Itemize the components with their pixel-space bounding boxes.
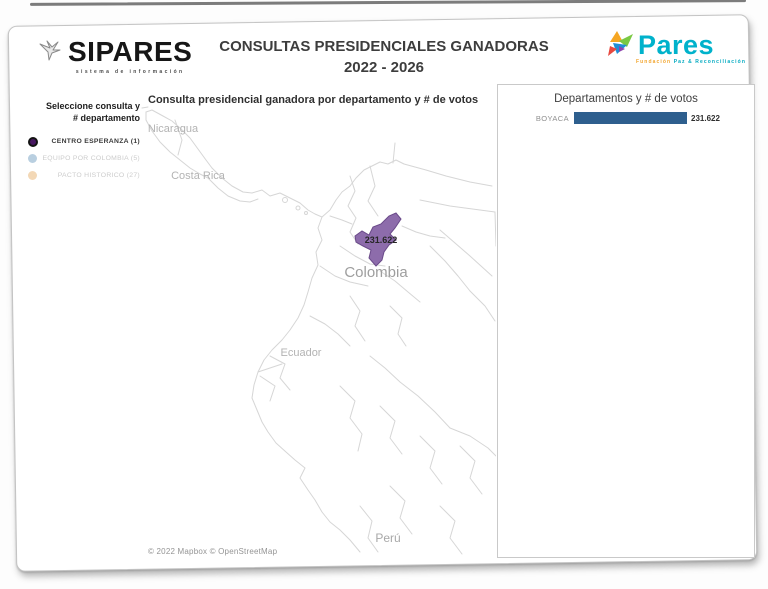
bar-boyaca[interactable] <box>574 112 687 124</box>
legend-item-equipo-por-colombia[interactable]: EQUIPO POR COLOMBIA (5) <box>22 150 140 167</box>
legend-dot-pacto-historico <box>28 171 37 180</box>
legend-label: PACTO HISTORICO (27) <box>57 172 140 179</box>
sipares-wordmark: SIPARES <box>68 36 193 67</box>
bar-row-boyaca[interactable]: BOYACA 231.622 <box>498 112 754 124</box>
legend-title-line1: Seleccione consulta y <box>45 101 140 111</box>
map-borders <box>141 106 497 555</box>
map-region-value: 231.622 <box>365 235 398 245</box>
legend-title-line2: # departamento <box>72 113 140 123</box>
legend-label: CENTRO ESPERANZA (1) <box>51 138 140 145</box>
map-title: Consulta presidencial ganadora por depar… <box>148 94 479 106</box>
legend-label: EQUIPO POR COLOMBIA (5) <box>42 155 140 162</box>
bar-value-label: 231.622 <box>691 113 720 123</box>
pares-tagline-paz: Paz & Reconciliación <box>673 59 746 65</box>
map-label-ecuador: Ecuador <box>281 347 322 359</box>
sipares-tagline: sistema de información <box>75 69 185 75</box>
map-label-nicaragua: Nicaragua <box>148 123 199 135</box>
pares-bird-icon <box>608 31 633 56</box>
map-label-costa-rica: Costa Rica <box>171 170 226 182</box>
map-region-boyaca[interactable] <box>354 212 402 267</box>
sipares-bird-icon <box>39 40 61 61</box>
pares-tagline-fundacion: Fundación <box>636 59 672 65</box>
legend-title: Seleccione consulta y # departamento <box>22 100 140 124</box>
bar-category-label: BOYACA <box>535 113 569 123</box>
legend-item-pacto-historico[interactable]: PACTO HISTORICO (27) <box>22 167 140 184</box>
legend-dot-equipo-por-colombia <box>28 154 37 163</box>
pares-wordmark: Pares <box>638 30 715 60</box>
page-title-line1: CONSULTAS PRESIDENCIALES GANADORAS <box>219 38 549 55</box>
page-title: CONSULTAS PRESIDENCIALES GANADORAS 2022 … <box>214 36 554 78</box>
map-label-colombia: Colombia <box>344 264 408 281</box>
votes-panel-title: Departamentos y # de votos <box>554 93 698 105</box>
legend-dot-centro-esperanza <box>28 136 38 147</box>
pares-tagline: Fundación Paz & Reconciliación <box>636 59 745 65</box>
choropleth-map[interactable]: 231.622 Nicaragua Costa Rica Colombia Ec… <box>140 106 497 558</box>
pares-logo: Pares Fundación Paz & Reconciliación <box>606 30 745 65</box>
page-title-line2: 2022 - 2026 <box>343 59 425 76</box>
votes-panel: Departamentos y # de votos BOYACA 231.62… <box>497 84 755 558</box>
map-label-peru: Perú <box>375 531 400 545</box>
map-attribution-link[interactable]: © 2022 Mapbox © OpenStreetMap <box>148 547 278 556</box>
sipares-logo: SIPARES sistema de información <box>38 36 192 75</box>
legend-item-centro-esperanza[interactable]: CENTRO ESPERANZA (1) <box>22 133 140 150</box>
consultation-legend: Seleccione consulta y # departamento CEN… <box>22 100 140 184</box>
